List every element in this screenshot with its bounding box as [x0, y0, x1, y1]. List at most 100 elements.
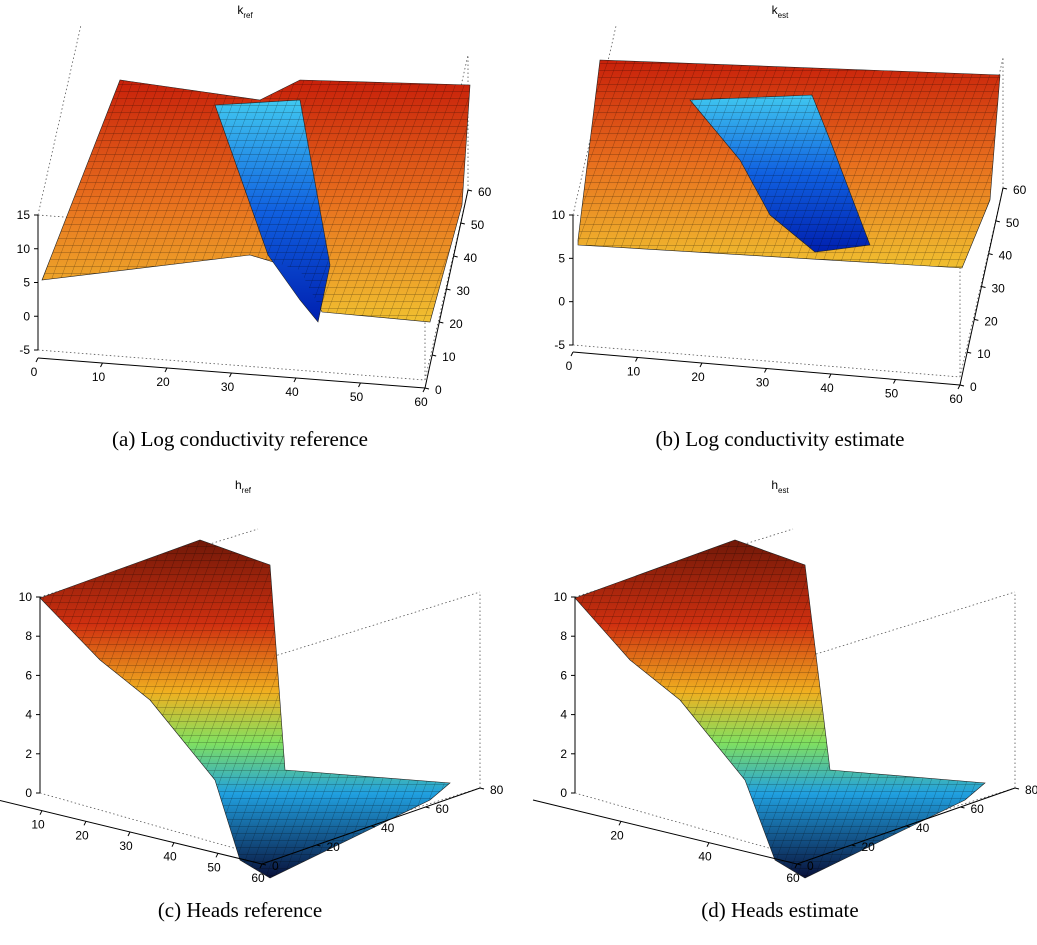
x-tick	[36, 358, 38, 362]
x-tick	[894, 380, 896, 384]
panel-title: hest	[771, 478, 789, 495]
y-tick-label: 20	[862, 840, 876, 854]
x-tick-label: 0	[566, 359, 573, 373]
x-tick-label: 60	[786, 871, 800, 885]
x-tick	[172, 843, 174, 847]
panel-title: kref	[237, 3, 253, 20]
caption: (d) Heads estimate	[701, 898, 858, 922]
y-tick-label: 80	[490, 783, 504, 797]
y-tick	[432, 355, 436, 356]
z-tick-label: 4	[560, 708, 567, 722]
y-tick	[996, 221, 1000, 222]
x-tick	[636, 358, 638, 362]
panel-title: href	[235, 478, 252, 495]
x-tick	[707, 843, 709, 847]
z-tick-label: 10	[552, 208, 566, 222]
z-tick-label: -5	[19, 343, 30, 357]
surfaces	[40, 60, 1000, 878]
x-tick-label: 40	[820, 381, 834, 395]
x-tick-label: 10	[627, 365, 641, 379]
y-tick-label: 30	[457, 284, 471, 298]
x-tick-label: 20	[75, 828, 89, 842]
caption: (c) Heads reference	[158, 898, 322, 922]
y-tick	[468, 190, 472, 191]
y-tick	[461, 223, 465, 224]
z-tick-label: 10	[554, 590, 568, 604]
caption: (a) Log conductivity reference	[112, 427, 368, 451]
x-tick	[619, 821, 621, 825]
x-tick-label: 0	[31, 365, 38, 379]
box-edge	[38, 25, 81, 215]
y-tick-label: 10	[977, 347, 991, 361]
y-tick-label: 0	[970, 380, 977, 394]
x-tick	[571, 352, 573, 356]
y-tick-label: 40	[464, 251, 478, 265]
box-edge	[797, 592, 1015, 660]
x-tick-label: 60	[251, 871, 265, 885]
z-tick-label: 0	[23, 309, 30, 323]
y-tick	[1003, 188, 1007, 189]
y-tick	[989, 254, 993, 255]
z-tick-label: 4	[25, 708, 32, 722]
x-tick	[101, 363, 103, 367]
y-tick-label: 50	[471, 218, 485, 232]
x-tick	[829, 374, 831, 378]
y-tick-label: 60	[436, 802, 450, 816]
x-tick-label: 60	[949, 392, 963, 406]
surface-mesh	[578, 60, 1000, 268]
x-tick-label: 50	[207, 860, 221, 874]
y-tick	[1015, 788, 1019, 789]
x-tick-label: 30	[221, 380, 235, 394]
z-tick-label: 0	[560, 786, 567, 800]
z-tick-label: 2	[25, 747, 32, 761]
y-tick-label: 40	[381, 821, 395, 835]
y-tick	[426, 807, 430, 808]
y-tick-label: 0	[435, 383, 442, 397]
x-tick	[230, 373, 232, 377]
x-tick-label: 40	[698, 850, 712, 864]
z-tick-label: 5	[558, 251, 565, 265]
z-tick-label: 8	[560, 629, 567, 643]
y-tick-label: 50	[1006, 216, 1020, 230]
y-tick-label: 20	[327, 840, 341, 854]
x-tick-label: 40	[285, 385, 299, 399]
y-tick	[961, 807, 965, 808]
y-tick-label: 10	[442, 350, 456, 364]
title-subscript: ref	[243, 11, 253, 20]
x-tick	[423, 388, 425, 392]
x-tick	[700, 363, 702, 367]
x-tick-label: 10	[92, 370, 106, 384]
y-tick-label: 0	[807, 859, 814, 873]
y-tick	[439, 322, 443, 323]
x-tick	[40, 811, 42, 815]
y-tick-label: 20	[984, 314, 998, 328]
x-tick	[359, 383, 361, 387]
x-tick	[165, 368, 167, 372]
title-main: h	[235, 478, 242, 492]
x-tick-label: 20	[610, 828, 624, 842]
y-tick	[967, 352, 971, 353]
x-tick	[294, 378, 296, 382]
z-tick-label: 6	[560, 668, 567, 682]
x-tick-label: 60	[414, 395, 428, 409]
y-tick-label: 40	[916, 821, 930, 835]
z-tick-label: 0	[558, 295, 565, 309]
x-tick-label: 50	[885, 387, 899, 401]
y-tick-label: 60	[478, 185, 492, 199]
y-tick	[982, 287, 986, 288]
x-tick-label: 30	[756, 376, 770, 390]
surface-mesh	[42, 80, 470, 322]
y-tick	[480, 788, 484, 789]
y-tick	[447, 289, 451, 290]
y-tick-label: 40	[999, 249, 1013, 263]
x-tick	[216, 853, 218, 857]
y-tick-label: 80	[1025, 783, 1037, 797]
title-subscript: est	[778, 11, 789, 20]
x-tick-label: 20	[691, 370, 705, 384]
title-subscript: est	[778, 486, 789, 495]
y-tick-label: 30	[992, 282, 1006, 296]
z-tick-label: 8	[25, 629, 32, 643]
title-subscript: ref	[242, 486, 252, 495]
z-tick-label: 10	[17, 242, 31, 256]
z-tick-label: 10	[19, 590, 33, 604]
